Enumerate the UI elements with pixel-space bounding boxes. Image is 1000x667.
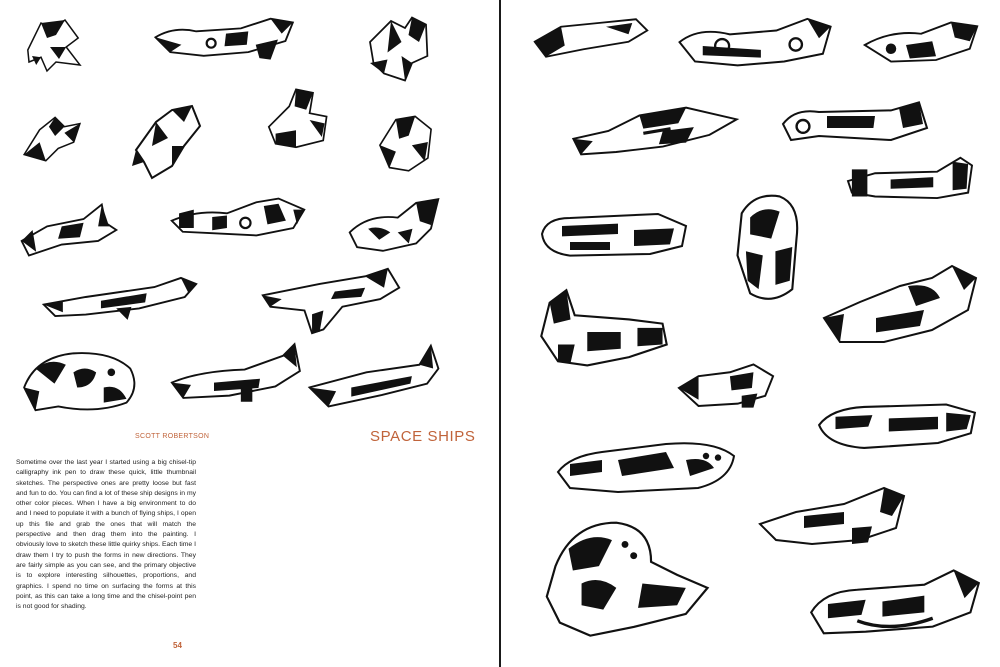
ship-sketch-icon (567, 96, 743, 166)
ship-sketch-icon (168, 187, 308, 247)
ship-sketch-icon (16, 105, 88, 167)
ship-sketch-icon (168, 340, 306, 406)
ship-sketch-icon (346, 195, 442, 255)
ship-sketch-icon (150, 15, 302, 67)
ship-sketch-icon (537, 514, 713, 640)
body-text: Sometime over the last year I started us… (16, 459, 196, 611)
ship-sketch-icon (531, 15, 651, 61)
ship-sketch-icon (673, 15, 841, 77)
ship-sketch-icon (40, 270, 200, 324)
ship-sketch-icon (305, 342, 443, 414)
right-page (501, 0, 1000, 667)
chapter-title: SPACE SHIPS (370, 428, 476, 445)
ship-sketch-icon (14, 14, 92, 74)
ship-sketch-icon (18, 342, 144, 414)
ship-sketch-icon (815, 392, 979, 458)
ship-sketch-icon (753, 480, 911, 560)
ship-sketch-icon (807, 566, 983, 642)
author-name: SCOTT ROBERTSON (135, 433, 210, 440)
ship-sketch-icon (258, 265, 404, 337)
left-page: SCOTT ROBERTSON SPACE SHIPS Sometime ove… (0, 0, 499, 667)
ship-sketch-icon (779, 96, 931, 148)
ship-sketch-icon (368, 110, 443, 174)
ship-sketch-icon (843, 150, 977, 212)
page-gutter (499, 0, 501, 667)
ship-sketch-icon (537, 286, 671, 378)
ship-sketch-icon (729, 188, 805, 306)
ship-sketch-icon (859, 15, 983, 75)
ship-sketch-icon (819, 262, 981, 354)
ship-sketch-icon (126, 102, 210, 182)
ship-sketch-icon (675, 360, 777, 412)
ship-sketch-icon (260, 86, 332, 154)
ship-sketch-icon (18, 200, 120, 260)
page-number: 54 (173, 641, 182, 650)
ship-sketch-icon (537, 206, 691, 266)
ship-sketch-icon (355, 14, 441, 84)
ship-sketch-icon (553, 432, 739, 504)
